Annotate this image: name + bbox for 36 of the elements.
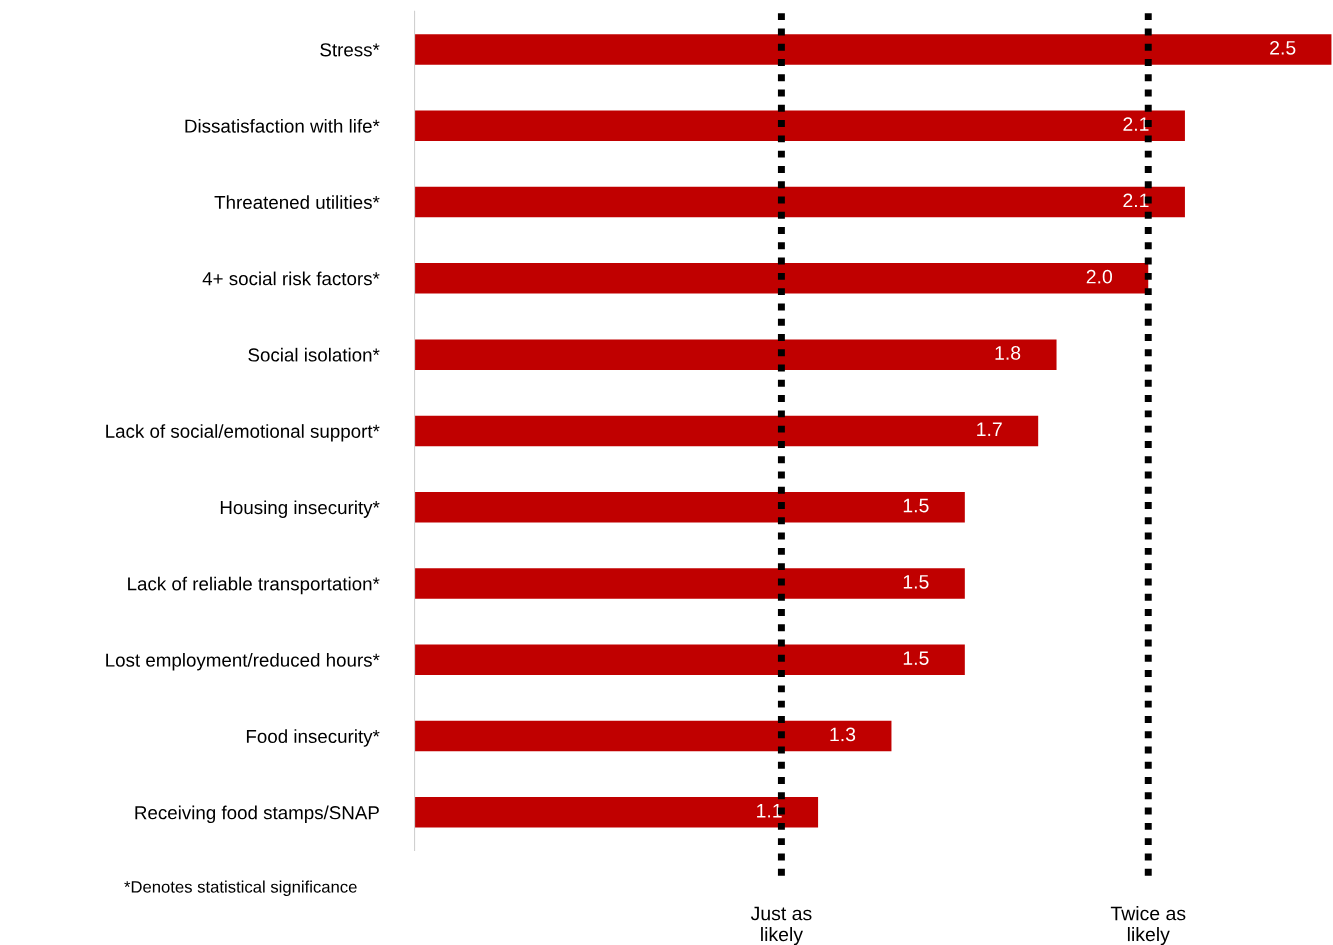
bar — [414, 34, 1332, 65]
bar — [414, 263, 1149, 294]
bar — [414, 797, 819, 828]
y-tick-label: 4+ social risk factors* — [202, 271, 380, 286]
data-label: 1.1 — [757, 804, 782, 818]
bar — [414, 339, 1057, 370]
data-label: 1.5 — [903, 498, 929, 513]
y-tick-label: Stress* — [320, 43, 380, 57]
data-label: 2.5 — [1270, 40, 1296, 55]
data-label: 2.0 — [1086, 269, 1113, 284]
data-label: 1.8 — [995, 346, 1021, 360]
data-label: 1.7 — [977, 422, 1002, 436]
bar — [414, 568, 965, 599]
data-label: 1.3 — [830, 727, 856, 742]
y-tick-label: Lack of social/emotional support* — [106, 424, 380, 442]
bar — [414, 720, 892, 752]
data-label: 2.1 — [1123, 117, 1149, 131]
y-tick-label: Threatened utilities* — [214, 195, 380, 210]
data-label: 2.1 — [1123, 193, 1149, 208]
ref-line-label: Twice as likely — [1110, 906, 1186, 945]
y-tick-label: Social isolation* — [248, 347, 380, 362]
bar — [414, 110, 1185, 142]
bar — [414, 491, 965, 523]
y-tick-label: Receiving food stamps/SNAP — [135, 805, 379, 824]
bar — [414, 415, 1039, 447]
bar — [414, 644, 965, 676]
y-tick-label: Housing insecurity* — [220, 500, 380, 518]
data-label: 1.5 — [903, 651, 929, 665]
y-tick-label: Dissatisfaction with life* — [185, 118, 380, 133]
ref-line-label: Just as likely — [750, 906, 812, 945]
bar — [414, 186, 1185, 218]
text: *Denotes statistical significance — [124, 880, 357, 897]
y-tick-label: Lack of reliable transportation* — [128, 576, 380, 595]
y-tick-label: Food insecurity* — [246, 729, 380, 747]
y-tick-label: Lost employment/reduced hours* — [106, 652, 380, 671]
data-label: 1.5 — [903, 575, 929, 589]
